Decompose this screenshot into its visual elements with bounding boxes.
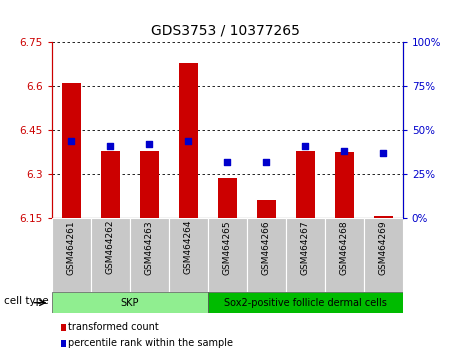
Text: GSM464262: GSM464262 [106,220,115,274]
Text: transformed count: transformed count [68,322,159,332]
Point [68,138,75,143]
Text: GDS3753 / 10377265: GDS3753 / 10377265 [151,23,299,37]
Bar [91,218,130,292]
Bar [140,150,159,218]
Point [302,143,309,149]
Text: GSM464269: GSM464269 [379,220,388,275]
Bar [325,218,364,292]
Bar [208,292,403,313]
Bar [296,150,315,218]
Bar [208,218,247,292]
Text: GSM464266: GSM464266 [262,220,271,275]
Text: Sox2-positive follicle dermal cells: Sox2-positive follicle dermal cells [224,298,387,308]
Point [146,141,153,147]
Bar [52,218,91,292]
Text: GSM464263: GSM464263 [145,220,154,275]
Bar [179,63,198,218]
Bar [61,340,67,347]
Bar [130,218,169,292]
Bar [61,324,67,331]
Bar [256,200,276,218]
Point [380,150,387,156]
Point [184,138,192,143]
Bar [247,218,286,292]
Point [341,148,348,154]
Point [224,159,231,165]
Point [263,159,270,165]
Point [107,143,114,149]
Bar [364,218,403,292]
Text: GSM464268: GSM464268 [340,220,349,275]
Text: cell type: cell type [4,296,49,306]
Text: GSM464265: GSM464265 [223,220,232,275]
Bar [286,218,325,292]
Bar [52,292,208,313]
Bar [169,218,208,292]
Text: SKP: SKP [121,298,139,308]
Text: GSM464267: GSM464267 [301,220,310,275]
Bar [100,150,120,218]
Text: GSM464264: GSM464264 [184,220,193,274]
Bar [217,178,237,218]
Bar [62,84,81,218]
Text: GSM464261: GSM464261 [67,220,76,275]
Text: percentile rank within the sample: percentile rank within the sample [68,338,233,348]
Bar [374,216,393,218]
Bar [334,152,354,218]
